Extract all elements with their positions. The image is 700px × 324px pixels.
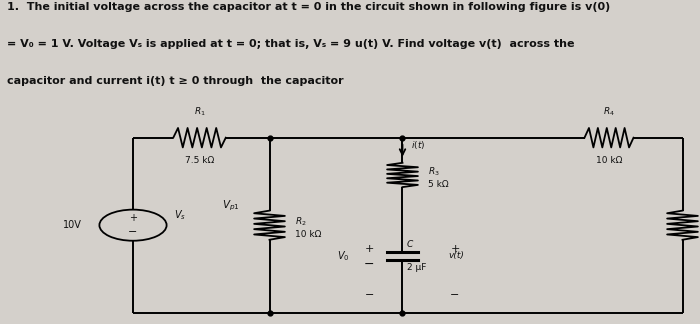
Text: −: − bbox=[365, 290, 374, 300]
Text: 5 kΩ: 5 kΩ bbox=[428, 180, 449, 189]
Text: +: + bbox=[365, 244, 374, 253]
Text: 10 kΩ: 10 kΩ bbox=[596, 156, 622, 165]
Text: $R_3$: $R_3$ bbox=[428, 166, 440, 178]
Text: $R_4$: $R_4$ bbox=[603, 106, 615, 118]
Text: v(t): v(t) bbox=[448, 251, 464, 260]
Text: C: C bbox=[407, 240, 413, 249]
Text: 10 kΩ: 10 kΩ bbox=[295, 230, 322, 239]
Text: 1.  The initial voltage across the capacitor at t = 0 in the circuit shown in fo: 1. The initial voltage across the capaci… bbox=[7, 2, 610, 12]
Text: $R_2$: $R_2$ bbox=[295, 216, 307, 228]
Text: $V_{p1}$: $V_{p1}$ bbox=[222, 199, 240, 213]
Text: $V_0$: $V_0$ bbox=[337, 249, 350, 263]
Text: 2 μF: 2 μF bbox=[407, 263, 426, 272]
Text: 10V: 10V bbox=[63, 220, 82, 230]
Text: 7.5 kΩ: 7.5 kΩ bbox=[185, 156, 214, 165]
Text: −: − bbox=[450, 290, 460, 300]
Text: = V₀ = 1 V. Voltage Vₛ is applied at t = 0; that is, Vₛ = 9 u(t) V. Find voltage: = V₀ = 1 V. Voltage Vₛ is applied at t =… bbox=[7, 39, 575, 49]
Text: $R_1$: $R_1$ bbox=[194, 106, 205, 118]
Text: −: − bbox=[364, 258, 374, 271]
Text: $V_s$: $V_s$ bbox=[174, 209, 186, 222]
Text: −: − bbox=[128, 227, 138, 237]
Text: +: + bbox=[129, 213, 137, 223]
Text: +: + bbox=[450, 244, 460, 253]
Text: capacitor and current i(t) t ≥ 0 through  the capacitor: capacitor and current i(t) t ≥ 0 through… bbox=[7, 76, 344, 86]
Text: $i(t)$: $i(t)$ bbox=[411, 139, 425, 151]
